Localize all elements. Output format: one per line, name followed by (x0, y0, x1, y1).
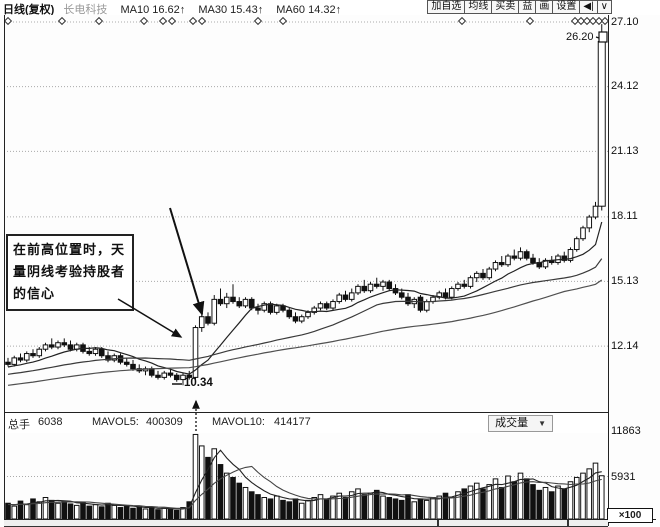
peak-price-callout: 26.20 (566, 31, 594, 43)
volume-unit-label: ×100 (607, 508, 653, 523)
price-tick: 24.12 (611, 80, 639, 92)
scrollbar-tick (567, 520, 569, 526)
overlay-button[interactable]: 益 (518, 0, 536, 14)
selector-caret-icon: ▼ (538, 419, 546, 428)
price-tick: 27.10 (611, 16, 639, 28)
trade-button[interactable]: 买卖 (491, 0, 519, 14)
toolbar: 加自选 均线 买卖 益 画 设置 ◀| ∨ (427, 0, 612, 14)
collapse-button[interactable]: ◀| (579, 0, 597, 14)
volume-ma-lines (7, 449, 602, 510)
mavol5-label: MAVOL5: (92, 416, 139, 428)
scrollbar-tick (437, 520, 439, 526)
volume-tick: 11863 (611, 425, 641, 437)
ma-lines (7, 221, 603, 386)
scrollbar[interactable] (4, 520, 608, 527)
stock-name: 长电科技 (63, 4, 108, 16)
volume-chart[interactable] (4, 433, 608, 519)
ma10-label: MA10 16.62↑ (120, 4, 186, 16)
volume-tick: 5931 (611, 471, 636, 483)
total-hands-label: 总手 (8, 419, 30, 431)
event-markers (4, 16, 608, 26)
price-tick: 15.13 (611, 275, 639, 287)
price-tick: 21.13 (611, 145, 639, 157)
volume-header: 总手 6038 MAVOL5: 400309 MAVOL10: 414177 成… (4, 412, 608, 435)
total-hands-value: 6038 (38, 416, 63, 428)
draw-button[interactable]: 画 (535, 0, 553, 14)
price-chart[interactable] (4, 15, 608, 412)
mavol5-value: 400309 (146, 416, 183, 428)
low-price-callout: 10.34 (184, 377, 213, 389)
price-tick: 12.14 (611, 340, 639, 352)
dropdown-caret-icon[interactable]: ∨ (596, 0, 612, 14)
price-axis-line (608, 15, 609, 526)
settings-button[interactable]: 设置 (552, 0, 580, 14)
ma60-label: MA60 14.32↑ (276, 4, 342, 16)
ma30-label: MA30 15.43↑ (198, 4, 264, 16)
mavol10-label: MAVOL10: (212, 416, 265, 428)
candle-series (5, 24, 606, 386)
ma-lines-button[interactable]: 均线 (464, 0, 492, 14)
indicator-selector[interactable]: 成交量 ▼ (488, 415, 553, 432)
add-watchlist-button[interactable]: 加自选 (427, 0, 465, 14)
volume-bottom-border (4, 519, 656, 520)
period-label: 日线(复权) (3, 4, 55, 16)
annotation-box: 在前高位置时，天量阴线考验持股者的信心 (6, 234, 134, 311)
chart-left-border (4, 15, 5, 526)
chart-header: 日线(复权) 长电科技 MA10 16.62↑ MA30 15.43↑ MA60… (0, 0, 660, 17)
header-left: 日线(复权) 长电科技 MA10 16.62↑ MA30 15.43↑ MA60… (3, 1, 341, 17)
mavol10-value: 414177 (274, 416, 311, 428)
price-tick: 18.11 (611, 210, 638, 222)
